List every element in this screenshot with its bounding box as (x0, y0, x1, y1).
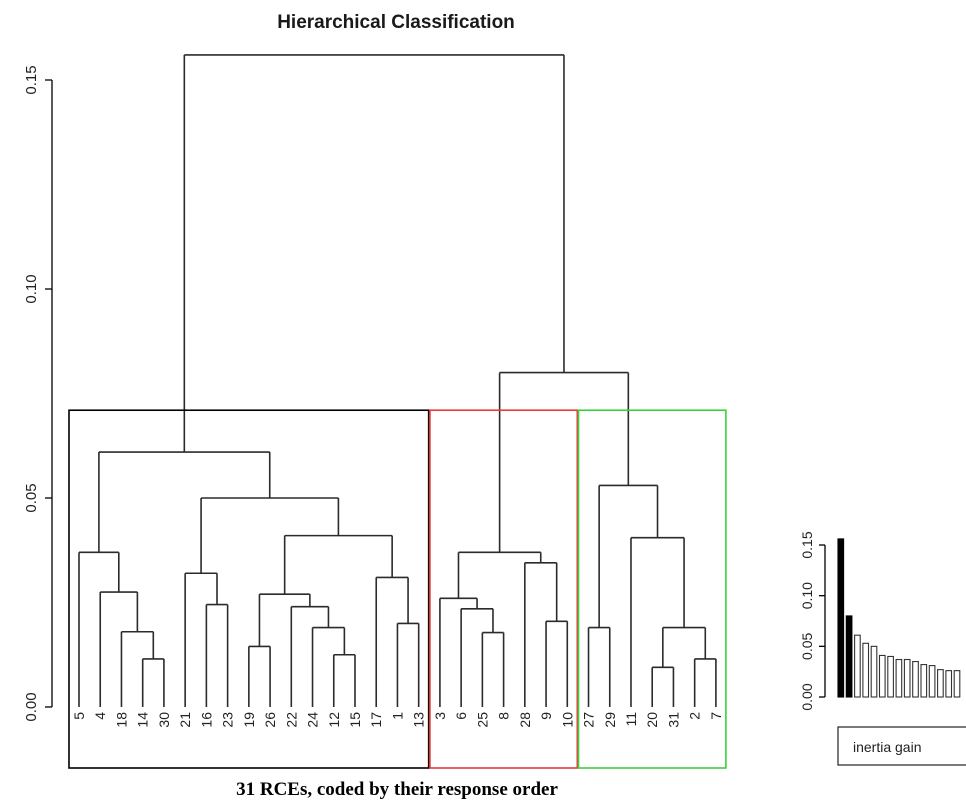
inertia-bar (854, 634, 861, 698)
dendrogram: 0.000.050.100.155 4 18 14 30 21 16 23 19 26 22 24 12… (23, 54, 727, 769)
leaf-label: 20 (644, 712, 660, 728)
inertia-bar (912, 660, 919, 698)
y-tick-label: 0.05 (23, 483, 40, 512)
inertia-bar (920, 664, 928, 698)
bar-y-tick-label: 0.10 (799, 582, 815, 609)
leaf-label: 10 (559, 712, 575, 728)
leaf-label: 5 (71, 712, 87, 720)
inertia-bar (945, 670, 953, 698)
chart-title: Hierarchical Classification (277, 12, 515, 33)
inertia-bar (953, 670, 961, 698)
cluster-box-1 (68, 409, 430, 769)
inertia-bar (928, 665, 936, 698)
leaf-label: 2 (687, 712, 703, 720)
inertia-bar (870, 645, 878, 698)
leaf-label: 8 (496, 712, 512, 720)
leaf-label: 31 (665, 712, 681, 728)
leaf-label: 24 (305, 712, 321, 728)
leaf-label: 1 (389, 712, 405, 720)
y-tick-label: 0.10 (23, 274, 40, 303)
bar-y-tick-label: 0.15 (799, 531, 815, 558)
y-tick-label: 0.15 (23, 65, 40, 94)
leaf-label: 7 (708, 712, 724, 720)
inertia-bar (837, 538, 845, 698)
cluster-box-2 (429, 409, 579, 769)
leaf-label: 9 (538, 712, 554, 720)
inertia-bar (895, 658, 903, 698)
inertia-bar (878, 654, 886, 698)
leaf-label: 26 (262, 712, 278, 728)
leaf-label: 17 (368, 712, 384, 728)
legend-label: inertia gain (853, 739, 922, 755)
inertia-bar (937, 669, 944, 698)
leaf-label: 29 (602, 712, 618, 728)
inertia-bar (845, 615, 853, 698)
leaf-label: 18 (113, 712, 129, 728)
bar-y-tick-label: 0.05 (799, 632, 815, 659)
y-tick-label: 0.00 (23, 692, 40, 721)
inertia-bar (903, 658, 911, 698)
legend-box (837, 726, 966, 766)
leaf-label: 23 (220, 712, 236, 728)
leaf-label: 11 (623, 712, 639, 727)
leaf-label: 21 (177, 712, 193, 728)
leaf-label: 12 (326, 712, 342, 728)
inertia-bar (887, 655, 894, 698)
leaf-label: 28 (517, 712, 533, 728)
leaf-label: 14 (135, 712, 151, 728)
inertia-bar (862, 642, 870, 698)
leaf-label: 15 (347, 712, 363, 728)
leaf-label: 27 (581, 712, 597, 728)
leaf-label: 6 (453, 712, 469, 720)
leaf-label: 3 (432, 712, 448, 720)
inertia-gain-barplot: 0.00 0.05 0.10 0.15 inertia gain (799, 531, 966, 766)
leaf-label: 13 (411, 712, 427, 728)
cluster-box-3 (577, 409, 727, 769)
leaf-label: 25 (474, 712, 490, 728)
bar-y-tick-label: 0.00 (799, 683, 815, 710)
leaf-label: 30 (156, 712, 172, 728)
leaf-label: 16 (198, 712, 214, 728)
leaf-label: 22 (283, 712, 299, 728)
leaf-label: 19 (241, 712, 257, 728)
x-axis-title: 31 RCEs, coded by their response order (236, 779, 558, 800)
leaf-label: 4 (92, 712, 108, 720)
